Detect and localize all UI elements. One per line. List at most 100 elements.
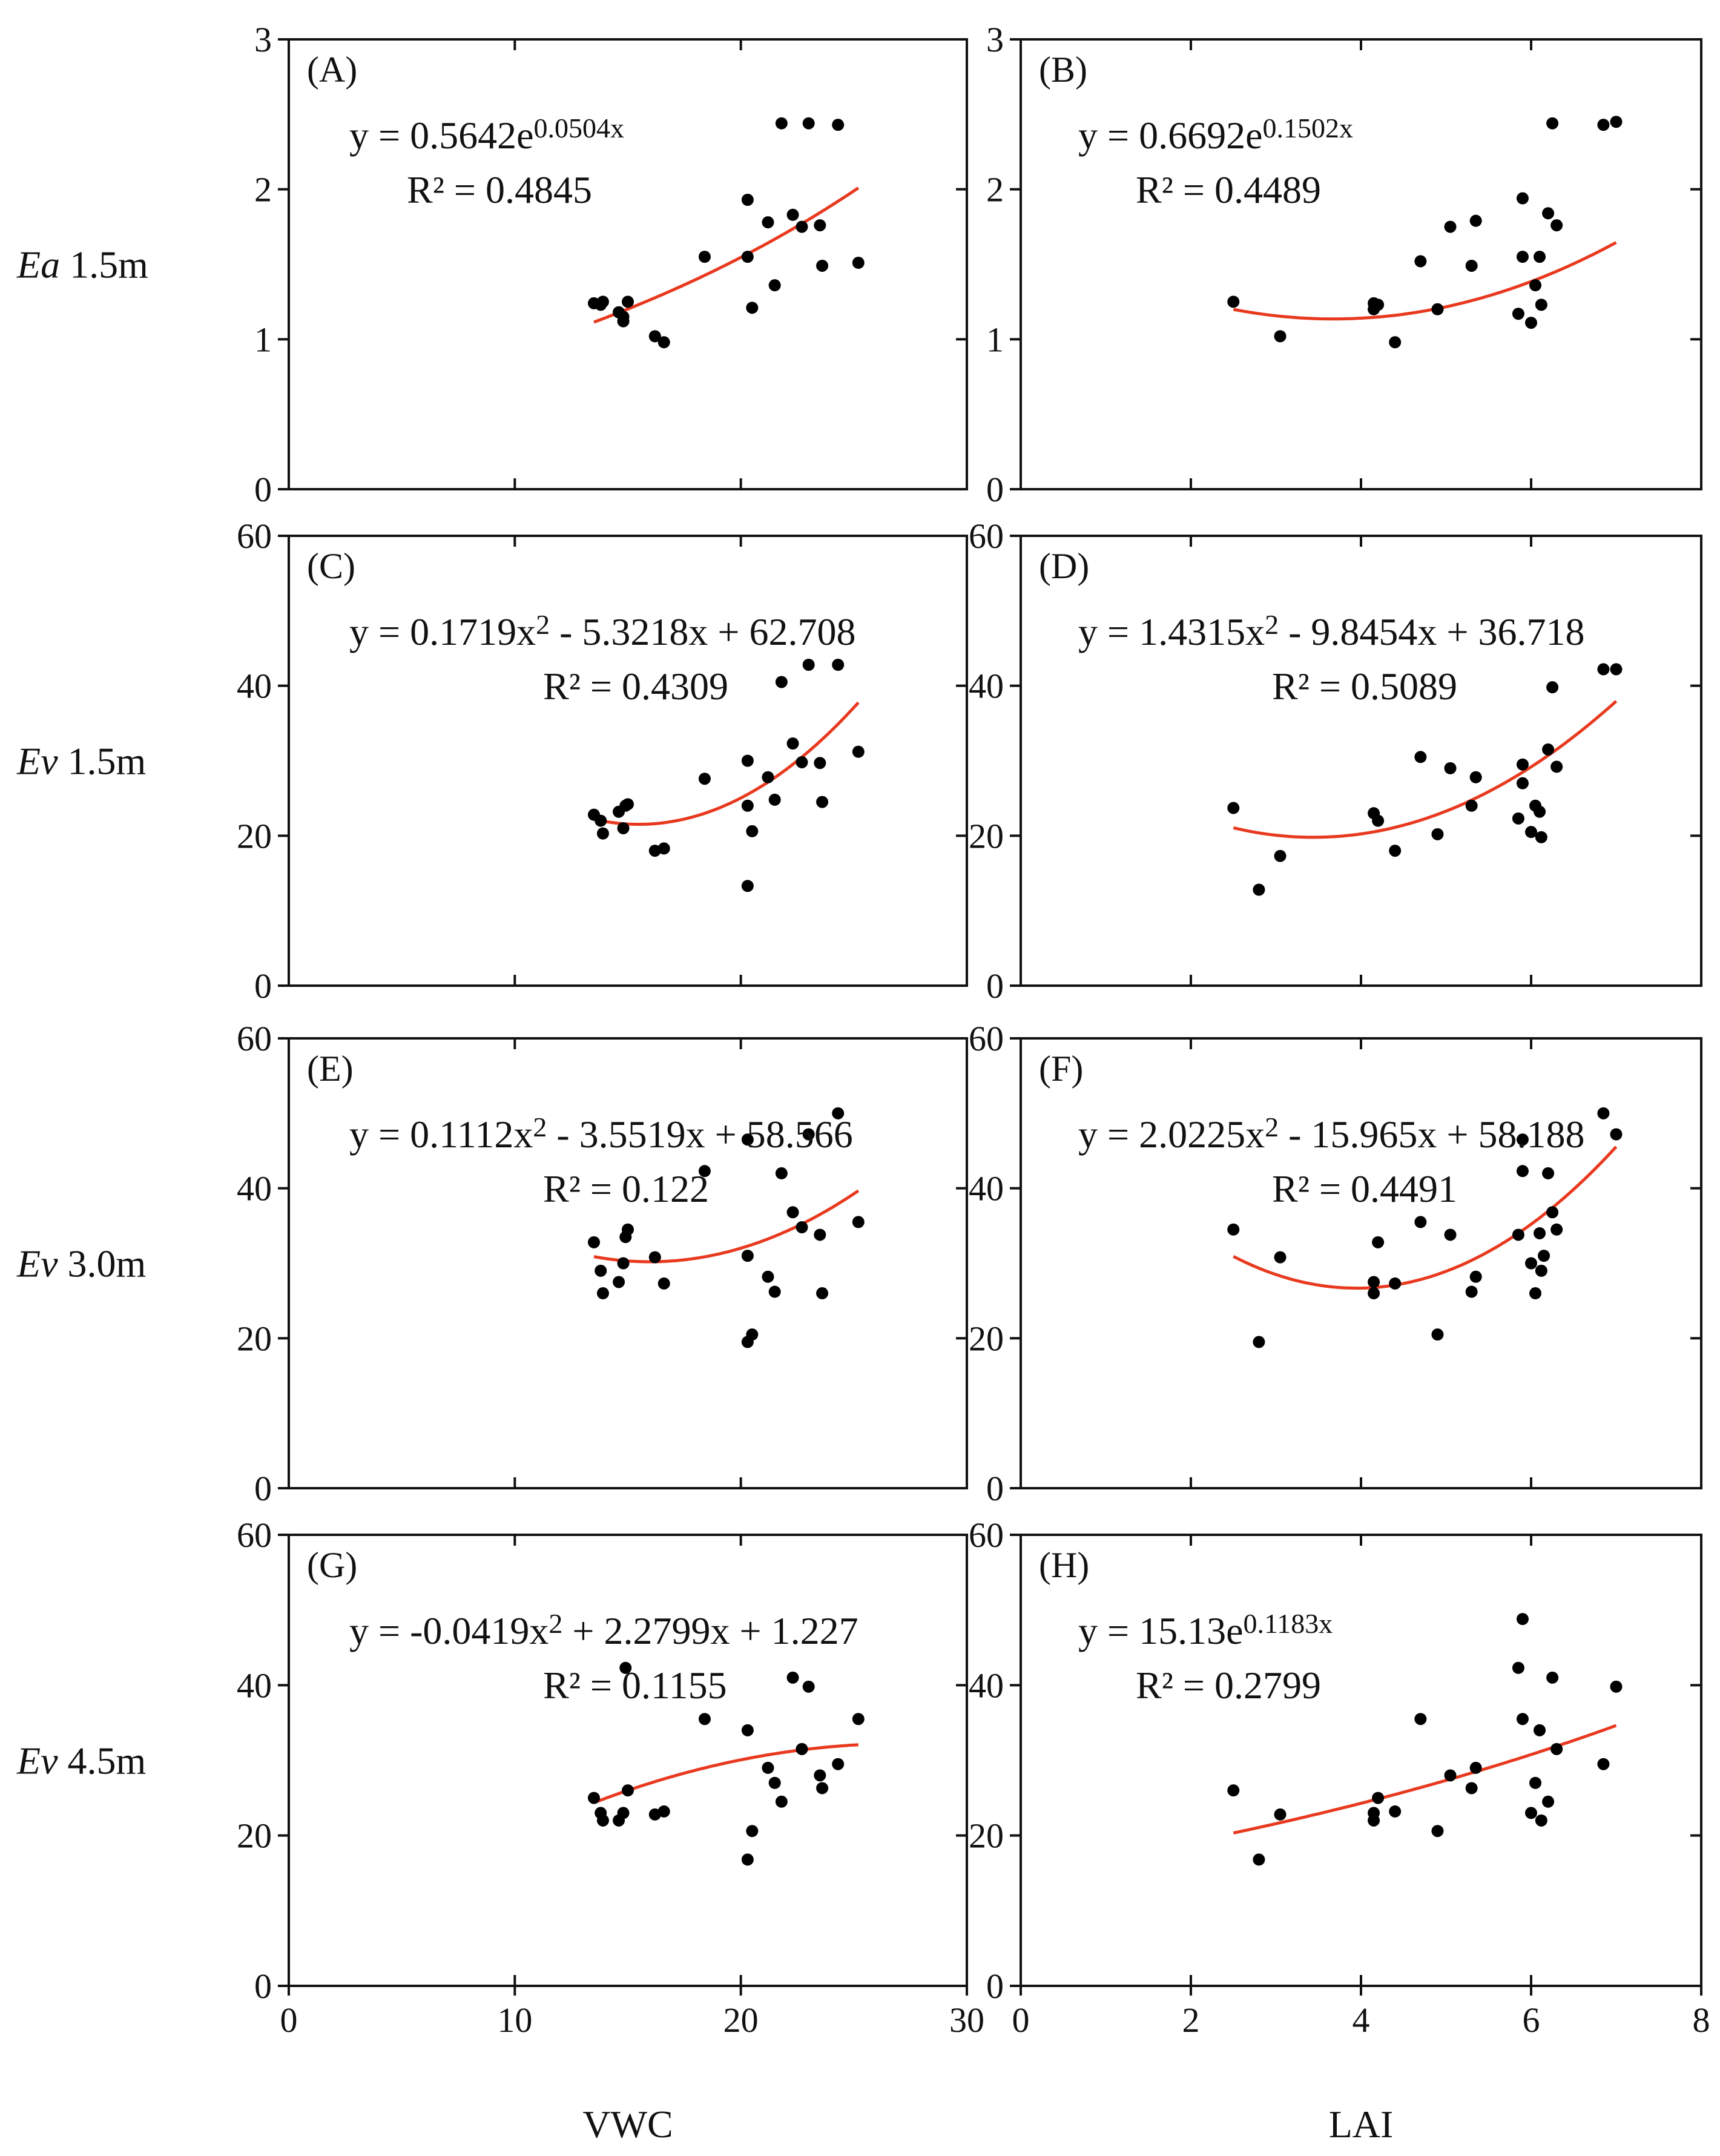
data-point bbox=[1253, 1336, 1265, 1348]
data-point bbox=[1538, 1250, 1550, 1262]
data-point bbox=[1414, 255, 1427, 268]
data-point bbox=[1372, 814, 1385, 827]
panel-label: (H) bbox=[1039, 1545, 1089, 1585]
data-point bbox=[741, 1250, 754, 1262]
data-point bbox=[1534, 1227, 1546, 1239]
panel-frame bbox=[288, 1037, 968, 1489]
data-point bbox=[741, 754, 754, 767]
data-point bbox=[1546, 117, 1559, 130]
y-tick-label: 0 bbox=[254, 1966, 272, 2006]
data-point bbox=[648, 845, 661, 857]
data-point bbox=[768, 793, 781, 806]
data-point bbox=[1550, 219, 1563, 232]
data-point bbox=[1469, 771, 1482, 783]
x-tick-label: 8 bbox=[1693, 2000, 1710, 2040]
data-point bbox=[796, 1742, 808, 1755]
data-point bbox=[1516, 1165, 1529, 1178]
data-point bbox=[1469, 214, 1482, 227]
data-point bbox=[852, 257, 865, 269]
y-tick-label: 3 bbox=[986, 20, 1004, 59]
data-point bbox=[1550, 1742, 1563, 1755]
x-tick-label: 20 bbox=[723, 2000, 759, 2040]
x-tick-label: 4 bbox=[1353, 2000, 1370, 2040]
data-point bbox=[1431, 303, 1444, 315]
y-tick-label: 3 bbox=[254, 20, 272, 59]
data-point bbox=[1274, 1251, 1287, 1264]
r-squared: R² = 0.4309 bbox=[543, 665, 728, 708]
data-point bbox=[762, 216, 774, 229]
data-point bbox=[786, 1206, 799, 1219]
data-point bbox=[741, 1724, 754, 1736]
regression-equation: y = 0.1719x2 - 5.3218x + 62.708 bbox=[349, 609, 856, 653]
data-point bbox=[746, 1328, 759, 1341]
data-point bbox=[1529, 1287, 1542, 1300]
x-tick-label: 10 bbox=[497, 2000, 532, 2040]
y-tick-label: 40 bbox=[237, 1666, 272, 1705]
data-point bbox=[1516, 758, 1529, 771]
y-tick-label: 40 bbox=[237, 667, 272, 706]
data-point bbox=[1610, 663, 1623, 676]
x-tick-label: 6 bbox=[1523, 2000, 1540, 2040]
data-point bbox=[746, 302, 759, 314]
y-tick-label: 0 bbox=[254, 966, 272, 1006]
y-tick-label: 0 bbox=[254, 1469, 272, 1508]
data-point bbox=[1389, 1805, 1402, 1818]
x-tick-label: 30 bbox=[949, 2000, 984, 2040]
y-tick-label: 20 bbox=[237, 816, 272, 855]
data-point bbox=[1372, 298, 1385, 311]
data-point bbox=[1525, 1807, 1537, 1819]
data-point bbox=[1431, 1825, 1444, 1838]
data-point bbox=[1444, 1769, 1457, 1782]
panel-label: (D) bbox=[1039, 546, 1089, 586]
r-squared: R² = 0.2799 bbox=[1136, 1664, 1321, 1707]
y-tick-label: 20 bbox=[969, 1319, 1004, 1358]
data-point bbox=[802, 117, 815, 130]
data-point bbox=[1512, 308, 1524, 320]
y-tick-label: 40 bbox=[969, 667, 1004, 706]
data-point bbox=[1465, 1285, 1478, 1298]
trend-line bbox=[593, 1189, 860, 1264]
data-point bbox=[1516, 1713, 1529, 1726]
data-point bbox=[1610, 1128, 1623, 1141]
y-tick-label: 60 bbox=[969, 1019, 1004, 1058]
trend-line bbox=[593, 186, 860, 324]
regression-equation: y = 1.4315x2 - 9.8454x + 36.718 bbox=[1078, 609, 1585, 653]
y-tick-label: 20 bbox=[237, 1816, 272, 1856]
data-point bbox=[617, 311, 630, 323]
panel-label: (F) bbox=[1039, 1049, 1083, 1089]
panel-g: 0 20 40 60 0 10 20 30 (G) y = -0.0419x2 + 2.2799x… bbox=[237, 1515, 984, 2040]
panel-label: (B) bbox=[1039, 50, 1087, 90]
data-point bbox=[814, 1769, 826, 1782]
data-point bbox=[1542, 743, 1555, 756]
data-point bbox=[1542, 207, 1555, 220]
data-point bbox=[1389, 845, 1402, 857]
data-point bbox=[698, 1165, 711, 1178]
row-label-3: Ev 3.0m bbox=[16, 1242, 146, 1285]
data-point bbox=[1227, 295, 1240, 308]
data-point bbox=[1274, 849, 1287, 862]
data-point bbox=[1465, 1782, 1478, 1795]
data-point bbox=[1546, 1206, 1559, 1219]
trend-line bbox=[593, 701, 860, 826]
panel-frame bbox=[1020, 1037, 1702, 1489]
data-point bbox=[741, 1133, 754, 1146]
y-tick-label: 40 bbox=[237, 1169, 272, 1208]
data-point bbox=[1535, 1264, 1547, 1277]
data-point bbox=[1372, 1236, 1385, 1248]
data-point bbox=[1227, 802, 1240, 814]
y-tick-label: 0 bbox=[986, 1966, 1004, 2006]
data-point bbox=[648, 330, 661, 343]
data-point bbox=[622, 295, 634, 308]
data-point bbox=[613, 1276, 625, 1288]
data-point bbox=[596, 827, 609, 840]
x-axis-title-vwc: VWC bbox=[582, 2103, 673, 2146]
data-point bbox=[617, 1257, 630, 1270]
y-tick-label: 1 bbox=[254, 320, 272, 359]
y-tick-label: 60 bbox=[969, 516, 1004, 556]
data-point bbox=[1414, 751, 1427, 763]
data-point bbox=[1534, 1724, 1546, 1736]
data-point bbox=[1465, 799, 1478, 812]
panel-frame bbox=[288, 38, 968, 490]
data-point bbox=[1368, 1276, 1380, 1288]
